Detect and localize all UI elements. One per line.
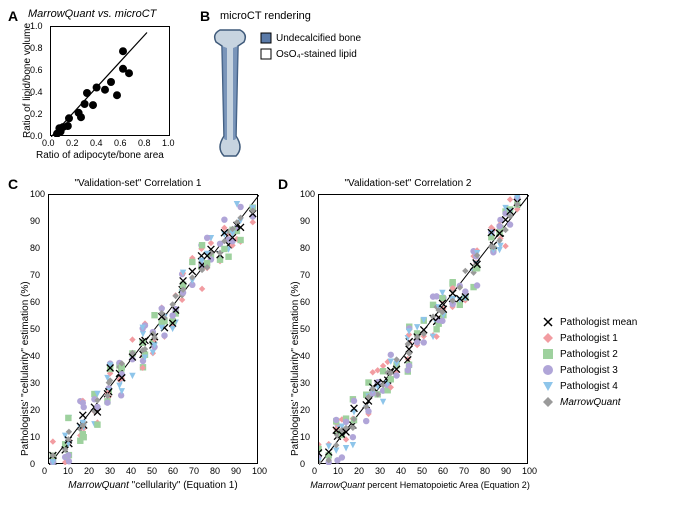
panel-a-svg: [51, 27, 171, 137]
panel-a-title: MarrowQuant vs. microCT: [28, 8, 156, 20]
panel-b: B microCT rendering Undecalcified bone O…: [200, 8, 400, 168]
legend-marrowquant: MarrowQuant: [542, 396, 668, 408]
legend-undercalcified-bone: Undecalcified bone: [260, 32, 361, 44]
panel-c-svg: [49, 195, 259, 465]
legend-oso4-lipid: OsO₄-stained lipid: [260, 48, 361, 60]
panel-c-title: "Validation-set" Correlation 1: [8, 178, 268, 189]
panel-d-chart: [318, 194, 528, 464]
panel-a-xlabel: Ratio of adipocyte/bone area: [36, 150, 164, 161]
panel-b-title: microCT rendering: [220, 10, 311, 22]
panel-d-ylabel: Pathologists' "cellularity" estimation (…: [290, 281, 301, 456]
legend-pathologist-4: Pathologist 4: [542, 380, 668, 392]
panel-a-label: A: [8, 8, 18, 24]
panel-c: C "Validation-set" Correlation 1 0102030…: [8, 176, 268, 516]
legend-pathologist-2: Pathologist 2: [542, 348, 668, 360]
legend-pathologist-mean: Pathologist mean: [542, 316, 668, 328]
scatter-legend: Pathologist mean Pathologist 1 Pathologi…: [538, 176, 668, 516]
panel-d-xlabel: MarrowQuant percent Hematopoietic Area (…: [300, 480, 540, 490]
panel-a-ylabel: Ratio of lipid/bone volume: [22, 23, 33, 138]
panel-d: D "Validation-set" Correlation 2 0102030…: [278, 176, 538, 516]
legend-pathologist-3: Pathologist 3: [542, 364, 668, 376]
figure-panel-group: A MarrowQuant vs. microCT 0.00.20.40.60.…: [8, 8, 670, 516]
panel-d-title: "Validation-set" Correlation 2: [278, 178, 538, 189]
panel-b-label: B: [200, 8, 210, 24]
panel-b-legend: Undecalcified bone OsO₄-stained lipid: [260, 32, 361, 64]
panel-c-chart: [48, 194, 258, 464]
bone-rendering-icon: [210, 28, 250, 158]
panel-c-xlabel: MarrowQuant "cellularity" (Equation 1): [48, 480, 258, 491]
panel-a-chart: [50, 26, 170, 136]
panel-d-svg: [319, 195, 529, 465]
panel-c-ylabel: Pathologists' "cellularity" estimation (…: [20, 281, 31, 456]
legend-pathologist-1: Pathologist 1: [542, 332, 668, 344]
panel-a: A MarrowQuant vs. microCT 0.00.20.40.60.…: [8, 8, 188, 168]
